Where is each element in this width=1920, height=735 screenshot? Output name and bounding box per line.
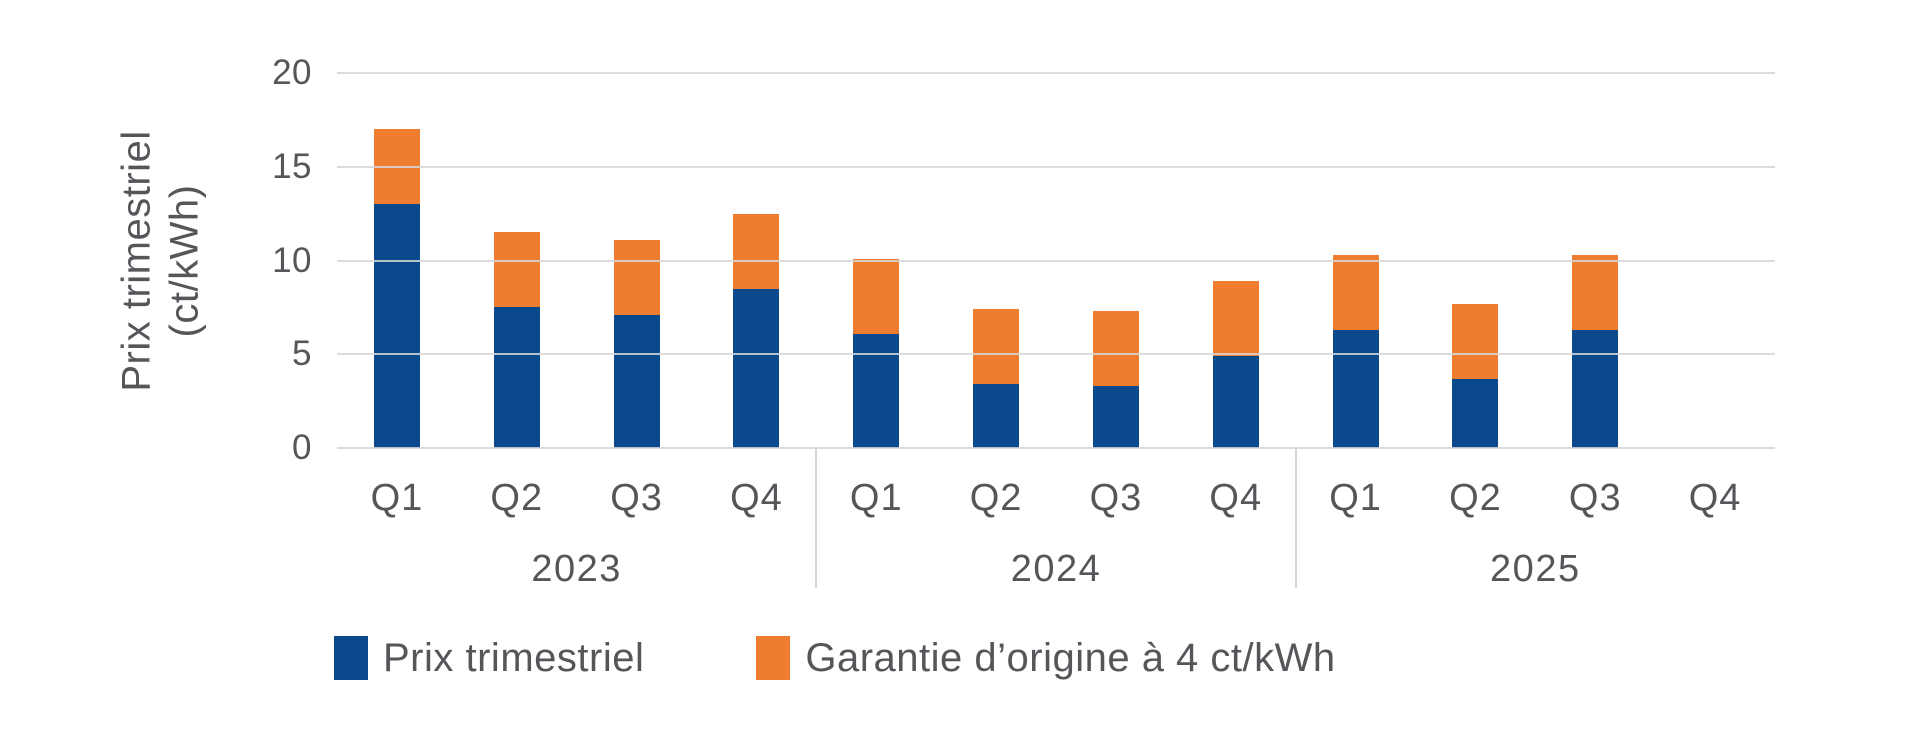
bar-segment-base-q4-2023 — [733, 288, 780, 448]
bar-segment-guarantee-q2-2025 — [1452, 303, 1499, 379]
y-tick-10: 10 — [272, 240, 312, 280]
x-label-q4-2024: Q4 — [1209, 477, 1263, 519]
x-label-year-2024: 2024 — [1010, 548, 1102, 590]
gridline-10 — [337, 259, 1775, 262]
y-tick-15: 15 — [272, 146, 312, 186]
bar-segment-guarantee-q4-2023 — [733, 213, 780, 289]
bar-segment-base-q4-2024 — [1212, 356, 1259, 448]
y-axis-title: Prix trimestriel (ct/kWh) — [112, 73, 208, 448]
bar-segment-base-q3-2023 — [613, 314, 660, 448]
gridline-20 — [337, 72, 1775, 74]
x-label-q1-2024: Q1 — [849, 477, 903, 519]
bar-segment-base-q2-2023 — [493, 307, 540, 448]
year-separator — [815, 448, 818, 588]
y-tick-5: 5 — [292, 334, 312, 374]
x-label-q1-2023: Q1 — [370, 477, 424, 519]
bar-segment-base-q2-2025 — [1452, 378, 1499, 448]
gridline-15 — [337, 165, 1775, 168]
legend-swatch-icon — [334, 636, 368, 680]
bar-segment-guarantee-q2-2024 — [973, 309, 1020, 385]
y-tick-20: 20 — [272, 53, 312, 92]
y-tick-0: 0 — [292, 428, 312, 467]
legend-item-prix-trimestriel: Prix trimestriel — [334, 636, 644, 681]
x-label-q1-2025: Q1 — [1329, 477, 1382, 519]
bar-segment-guarantee-q1-2025 — [1332, 254, 1379, 330]
x-label-q2-2025: Q2 — [1449, 477, 1502, 519]
bar-segment-guarantee-q1-2024 — [853, 258, 900, 334]
legend-label: Prix trimestriel — [383, 635, 645, 680]
bar-segment-base-q3-2024 — [1092, 386, 1139, 448]
legend: Prix trimestriel Garantie d’origine à 4 c… — [334, 628, 1336, 688]
x-label-q3-2023: Q3 — [610, 477, 663, 519]
x-label-year-2025: 2025 — [1490, 548, 1581, 590]
year-separator — [1294, 448, 1297, 588]
bar-segment-guarantee-q2-2023 — [493, 232, 540, 308]
x-label-q3-2024: Q3 — [1089, 477, 1143, 519]
gridline-0 — [337, 447, 1775, 449]
gridline-5 — [337, 353, 1775, 356]
legend-item-garantie-origine: Garantie d’origine à 4 ct/kWh — [756, 636, 1335, 681]
y-axis-title-line1: Prix trimestriel — [114, 129, 158, 392]
bar-segment-base-q1-2025 — [1332, 329, 1379, 448]
bar-segment-guarantee-q4-2024 — [1212, 281, 1259, 357]
x-label-q4-2023: Q4 — [730, 477, 783, 519]
legend-swatch-icon — [756, 636, 791, 680]
x-label-q2-2023: Q2 — [490, 477, 544, 519]
bar-segment-base-q3-2025 — [1572, 329, 1619, 448]
bar-segment-guarantee-q3-2023 — [613, 239, 660, 315]
bar-segment-guarantee-q3-2025 — [1572, 254, 1619, 330]
x-label-q3-2025: Q3 — [1568, 477, 1622, 519]
bar-segment-guarantee-q3-2024 — [1092, 311, 1139, 387]
x-label-year-2023: 2023 — [531, 548, 622, 590]
bar-segment-base-q1-2023 — [373, 204, 420, 448]
bar-segment-base-q2-2024 — [973, 384, 1020, 448]
bar-segment-base-q1-2024 — [853, 333, 900, 448]
x-label-q4-2025: Q4 — [1688, 477, 1742, 519]
legend-label: Garantie d’origine à 4 ct/kWh — [805, 635, 1336, 680]
x-label-q2-2024: Q2 — [969, 477, 1023, 519]
